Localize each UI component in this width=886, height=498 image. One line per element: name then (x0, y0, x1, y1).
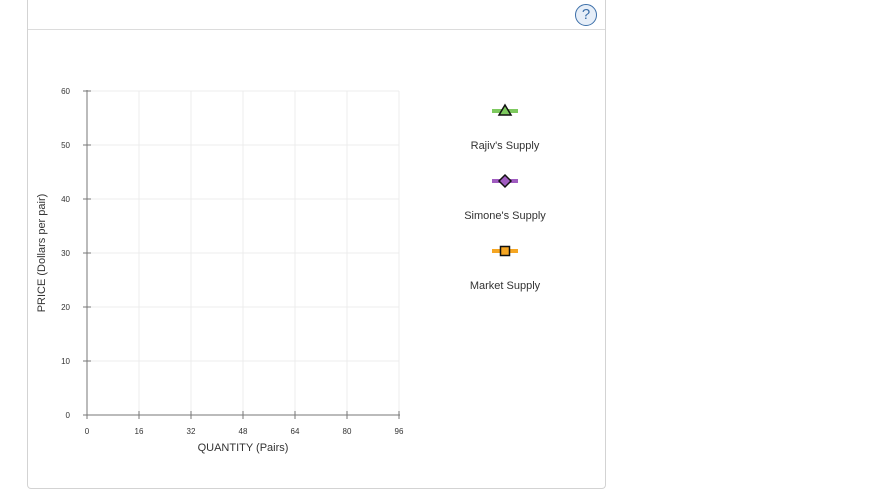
grid (87, 90, 400, 415)
y-tick-label: 50 (61, 141, 70, 150)
legend-label: Simone's Supply (464, 210, 546, 222)
legend-label: Rajiv's Supply (470, 140, 540, 152)
diamond-marker-icon[interactable] (497, 173, 513, 189)
x-tick-label: 0 (85, 427, 90, 436)
x-tick-label: 64 (291, 427, 300, 436)
legend-label: Market Supply (469, 280, 541, 292)
legend-item-triangle[interactable] (492, 103, 518, 116)
y-tick-label: 30 (61, 249, 70, 258)
legend-item-diamond[interactable] (492, 173, 518, 189)
x-tick-label: 80 (343, 427, 352, 436)
legend[interactable] (492, 103, 518, 257)
x-tick-label: 32 (187, 427, 196, 436)
x-tick-label: 48 (239, 427, 248, 436)
axes: 0 10 20 30 40 50 60 0 16 32 48 64 80 96 (61, 87, 404, 436)
y-tick-label: 40 (61, 195, 70, 204)
legend-item-square[interactable] (492, 245, 518, 257)
x-tick-label: 96 (395, 427, 404, 436)
help-button[interactable]: ? (575, 4, 597, 26)
y-tick-label: 10 (61, 357, 70, 366)
square-marker-icon[interactable] (499, 245, 511, 257)
x-tick-label: 16 (135, 427, 144, 436)
y-axis-title: PRICE (Dollars per pair) (36, 194, 48, 313)
x-axis-title: QUANTITY (Pairs) (198, 442, 289, 454)
triangle-marker-icon[interactable] (497, 103, 513, 116)
graph-panel: ? (27, 0, 606, 489)
y-tick-label: 60 (61, 87, 70, 96)
y-tick-label: 0 (66, 411, 71, 420)
y-tick-label: 20 (61, 303, 70, 312)
panel-header: ? (28, 0, 605, 30)
